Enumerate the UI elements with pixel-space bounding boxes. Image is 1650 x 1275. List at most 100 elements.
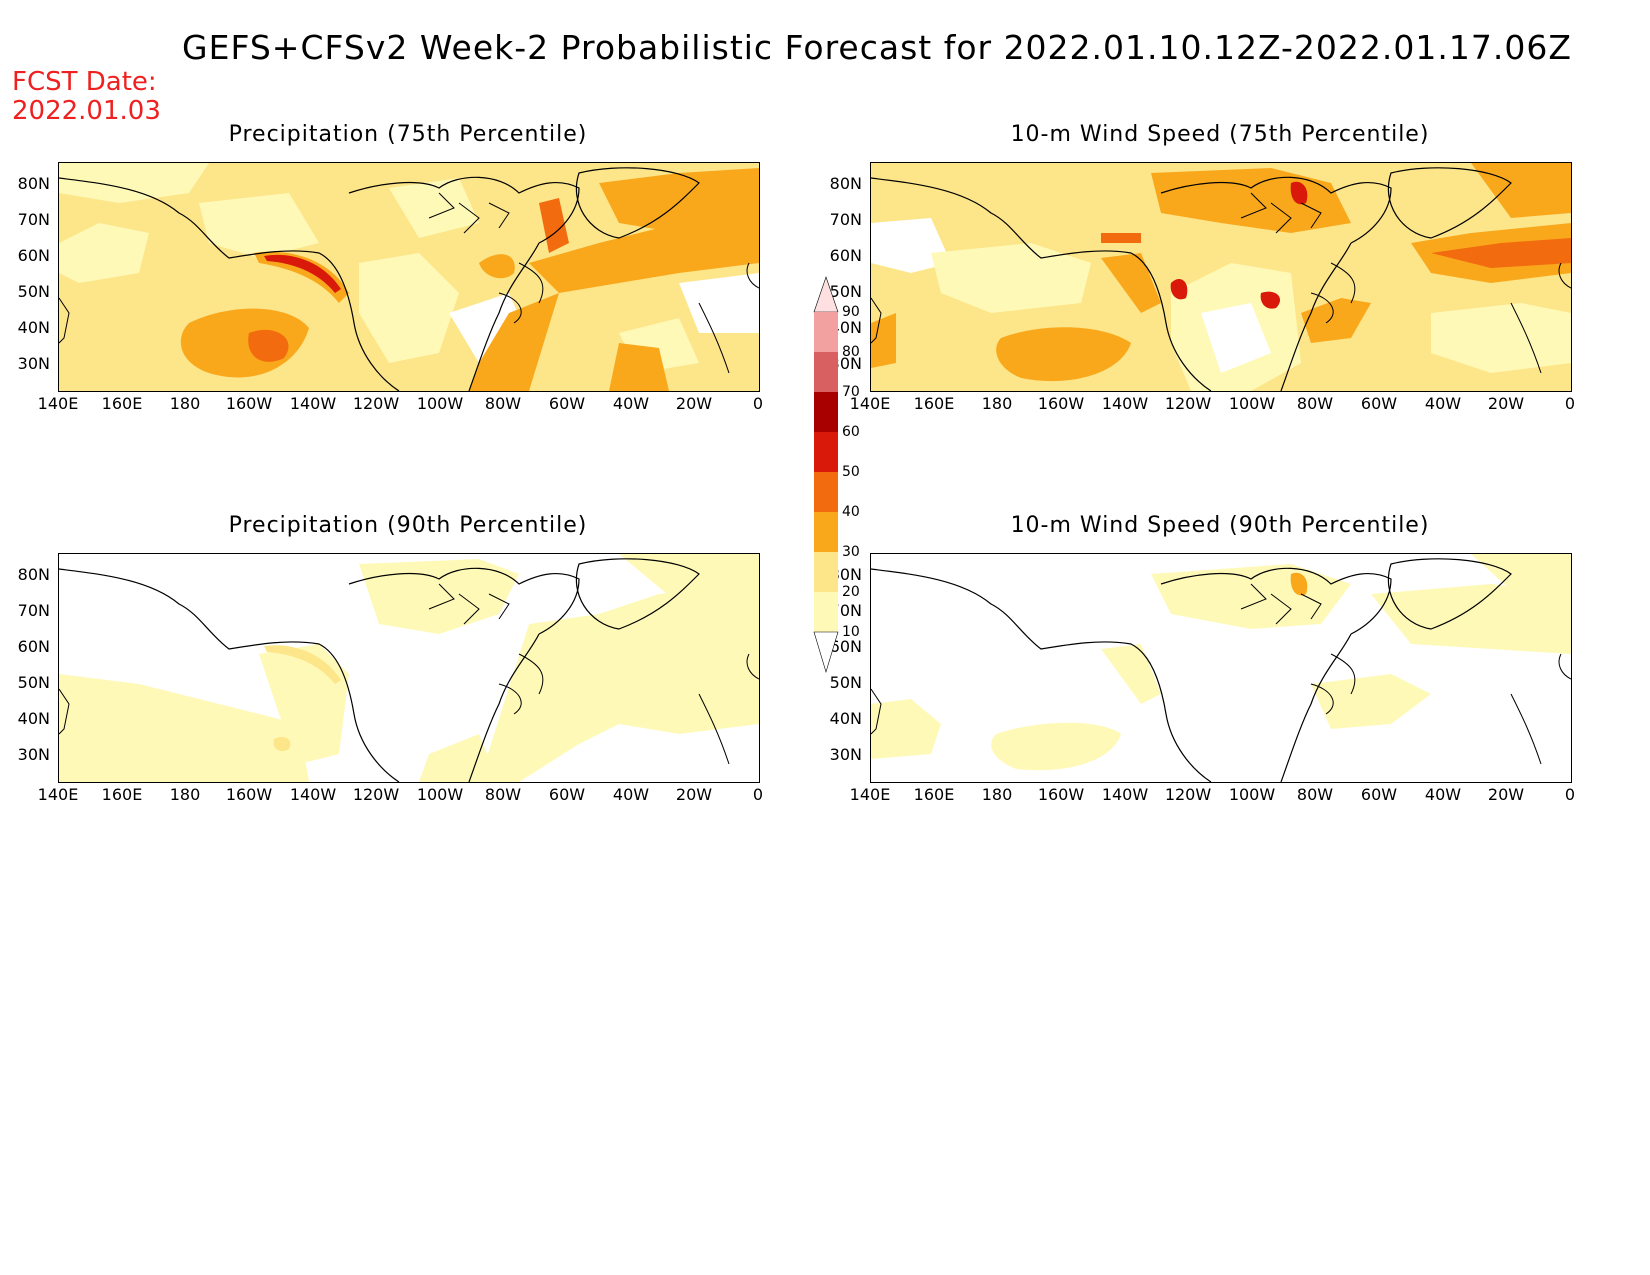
forecast-date-label: FCST Date: [12, 67, 157, 97]
colorbar-swatch-40 [814, 472, 838, 512]
panel-title: 10-m Wind Speed (75th Percentile) [1010, 122, 1430, 147]
lon-label: 0 [1564, 785, 1576, 804]
lon-label: 160W [1037, 785, 1085, 804]
colorbar-swatch-60 [814, 392, 838, 432]
lon-label: 160E [913, 394, 955, 413]
lon-label: 160E [101, 394, 143, 413]
map-wind-90 [870, 553, 1572, 783]
precip-75-field [59, 163, 759, 391]
lon-label: 0 [752, 785, 764, 804]
colorbar-swatch-70 [814, 352, 838, 392]
lon-label: 20W [675, 394, 713, 413]
lon-label: 20W [1487, 785, 1525, 804]
colorbar-label: 50 [842, 464, 860, 480]
lat-label: 50N [829, 282, 862, 301]
forecast-date-value: 2022.01.03 [12, 96, 161, 126]
lon-label: 60W [548, 394, 586, 413]
lon-label: 40W [612, 394, 650, 413]
panel-wind-90: 10-m Wind Speed (90th Percentile) 80N 70… [812, 513, 1632, 813]
panel-precip-75: Precipitation (75th Percentile) [0, 122, 820, 422]
lon-label: 0 [1564, 394, 1576, 413]
lon-label: 140W [1101, 785, 1149, 804]
lon-label: 20W [1487, 394, 1525, 413]
map-precip-75 [58, 162, 760, 392]
lon-label: 40W [1424, 785, 1462, 804]
colorbar: 90 80 70 60 50 40 30 20 10 [808, 272, 860, 682]
wind-90-field [871, 554, 1571, 782]
lon-label: 100W [1228, 394, 1276, 413]
colorbar-label: 60 [842, 424, 860, 440]
lon-label: 80W [1296, 394, 1334, 413]
lat-label: 30N [17, 745, 50, 764]
figure-title: GEFS+CFSv2 Week-2 Probabilistic Forecast… [182, 28, 1572, 67]
lon-label: 140W [1101, 394, 1149, 413]
panel-wind-75: 10-m Wind Speed (75th Percentile) [812, 122, 1632, 422]
panel-title: Precipitation (75th Percentile) [228, 122, 588, 147]
map-wind-75 [870, 162, 1572, 392]
panel-title: 10-m Wind Speed (90th Percentile) [1010, 513, 1430, 538]
lon-label: 100W [416, 785, 464, 804]
colorbar-label: 30 [842, 544, 860, 560]
colorbar-label: 80 [842, 344, 860, 360]
colorbar-swatches [813, 276, 839, 674]
lon-label: 40W [1424, 394, 1462, 413]
lon-label: 60W [1360, 394, 1398, 413]
lon-label: 120W [1164, 394, 1212, 413]
lat-label: 80N [17, 565, 50, 584]
lon-label: 20W [675, 785, 713, 804]
lon-label: 80W [484, 785, 522, 804]
lon-label: 140E [849, 785, 891, 804]
colorbar-label: 20 [842, 584, 860, 600]
lat-label: 60N [829, 637, 862, 656]
colorbar-label: 40 [842, 504, 860, 520]
colorbar-swatch-30 [814, 512, 838, 552]
lon-label: 180 [981, 394, 1013, 413]
lon-label: 140W [289, 785, 337, 804]
lon-label: 40W [612, 785, 650, 804]
colorbar-bottom-triangle [813, 631, 839, 674]
lat-label: 60N [829, 246, 862, 265]
map-precip-90 [58, 553, 760, 783]
precip-90-field [59, 554, 759, 782]
lon-label: 60W [1360, 785, 1398, 804]
lon-label: 160E [913, 785, 955, 804]
lat-label: 70N [17, 601, 50, 620]
lat-label: 50N [17, 673, 50, 692]
lon-label: 160W [1037, 394, 1085, 413]
colorbar-label: 70 [842, 384, 860, 400]
lon-label: 80W [1296, 785, 1334, 804]
lon-label: 120W [1164, 785, 1212, 804]
colorbar-swatch-10 [814, 592, 838, 632]
lon-label: 180 [981, 785, 1013, 804]
colorbar-swatch-80 [814, 312, 838, 352]
lon-label: 60W [548, 785, 586, 804]
lat-label: 30N [17, 354, 50, 373]
lon-label: 140W [289, 394, 337, 413]
lon-label: 180 [169, 785, 201, 804]
lon-label: 100W [416, 394, 464, 413]
lat-label: 30N [829, 745, 862, 764]
colorbar-label: 90 [842, 304, 860, 320]
colorbar-swatch-20 [814, 552, 838, 592]
forecast-date: FCST Date: 2022.01.03 [12, 68, 161, 126]
lat-label: 40N [17, 709, 50, 728]
lat-label: 40N [17, 318, 50, 337]
colorbar-swatch-50 [814, 432, 838, 472]
lon-label: 140E [37, 785, 79, 804]
lon-label: 140E [37, 394, 79, 413]
lon-label: 120W [352, 394, 400, 413]
wind-75-field [871, 163, 1571, 391]
lon-label: 160E [101, 785, 143, 804]
lat-label: 70N [17, 210, 50, 229]
panel-title: Precipitation (90th Percentile) [228, 513, 588, 538]
lat-label: 50N [829, 673, 862, 692]
lon-label: 80W [484, 394, 522, 413]
lat-label: 70N [829, 210, 862, 229]
lon-label: 120W [352, 785, 400, 804]
lat-label: 60N [17, 637, 50, 656]
lon-label: 0 [752, 394, 764, 413]
lon-label: 160W [225, 785, 273, 804]
colorbar-label: 10 [842, 624, 860, 640]
lat-label: 80N [17, 174, 50, 193]
lat-label: 50N [17, 282, 50, 301]
